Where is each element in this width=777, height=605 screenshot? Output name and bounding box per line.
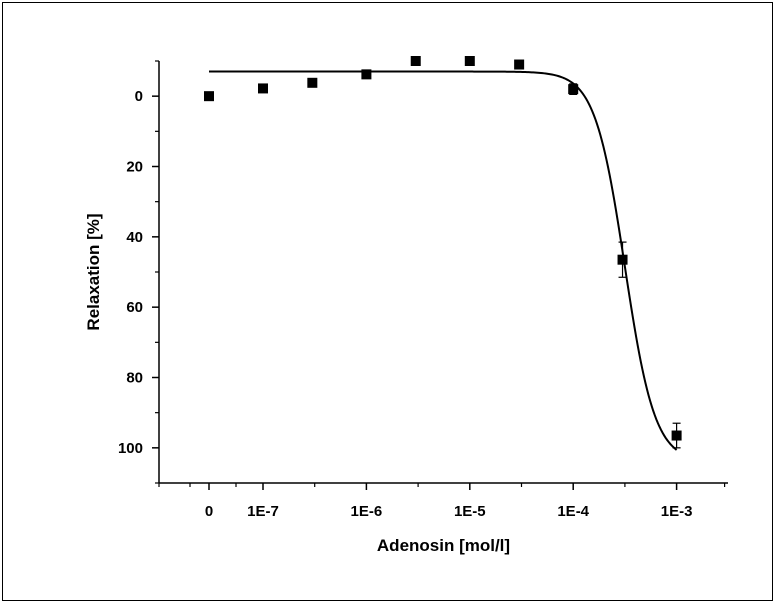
data-point (258, 83, 268, 94)
x-tick-label: 1E-7 (247, 503, 279, 520)
data-point (204, 91, 214, 102)
data-point (410, 56, 421, 66)
data-point (464, 56, 475, 66)
x-tick-label: 0 (205, 503, 213, 520)
x-axis-title: Adenosin [mol/l] (377, 536, 510, 555)
data-points (204, 56, 682, 449)
fit-curve-group (209, 70, 678, 451)
data-point (514, 59, 525, 70)
data-point (361, 69, 372, 80)
x-tick-label: 1E-4 (557, 503, 589, 520)
data-point (307, 77, 318, 88)
axes (158, 61, 728, 484)
y-tick-label: 100 (118, 440, 143, 457)
data-point (617, 254, 628, 265)
x-tick-label: 1E-5 (454, 503, 486, 520)
y-tick-label: 40 (126, 229, 143, 246)
data-point (671, 430, 682, 441)
x-tick-label: 1E-6 (351, 503, 383, 520)
y-tick-label: 60 (126, 299, 143, 316)
y-axis-title: Relaxation [%] (84, 213, 103, 330)
y-tick-label: 80 (126, 370, 143, 387)
fit-curve (209, 70, 678, 451)
y-tick-label: 20 (126, 159, 143, 176)
x-tick-label: 1E-3 (661, 503, 693, 520)
y-axis-ticks: 0 20 40 60 80 100 (118, 60, 159, 484)
x-axis-ticks: 0 1E-7 1E-6 1E-5 1E-4 1E-3 (158, 483, 726, 520)
relaxation-chart: 0 1E-7 1E-6 1E-5 1E-4 1E-3 0 20 40 60 80 100 Adeno… (84, 56, 728, 555)
y-tick-label: 0 (135, 88, 143, 105)
data-point (568, 84, 579, 95)
